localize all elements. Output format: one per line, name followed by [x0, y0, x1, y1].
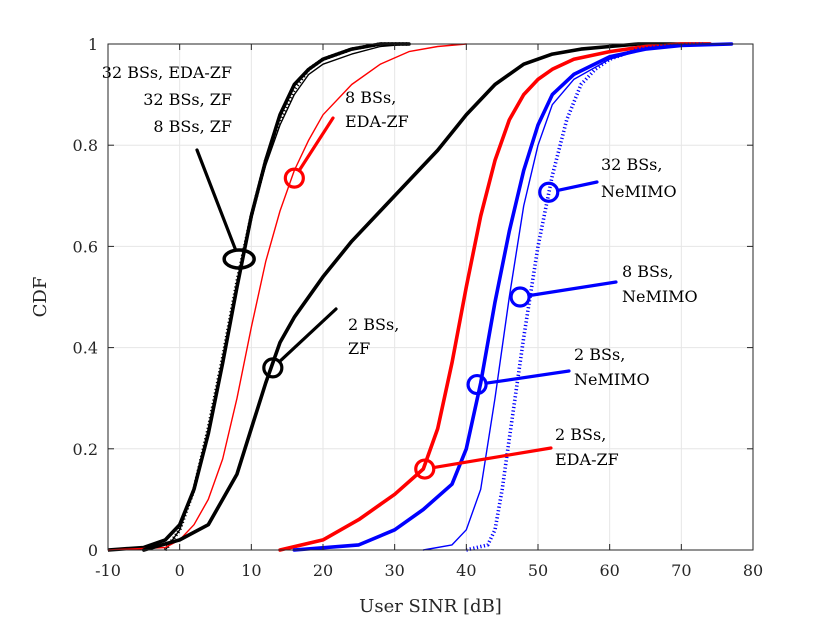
x-axis-title: User SINR [dB] [359, 596, 502, 617]
y-axis-title: CDF [30, 277, 51, 318]
annotation-circle-marker [262, 357, 284, 379]
annotation-leader-line [484, 369, 571, 385]
x-tick-label: 50 [528, 561, 548, 580]
annotations: 32 BSs, EDA-ZF 32 BSs, ZF 8 BSs, ZF 8 BSs, E… [102, 63, 698, 480]
annotation-circle-marker [283, 167, 305, 189]
annotation-leader-line [527, 280, 618, 298]
x-tick-label: 20 [313, 561, 333, 580]
annotation-leader-line [432, 446, 553, 470]
series-lines [108, 42, 734, 552]
annotation-circle-marker [538, 181, 560, 203]
annotation-label: 2 BSs, [348, 315, 399, 334]
annotation-label: EDA-ZF [345, 112, 409, 131]
annotation-3: 32 BSs, NeMIMO [538, 155, 677, 203]
annotation-label: 32 BSs, ZF [143, 90, 232, 109]
x-tick-label: 80 [743, 561, 763, 580]
annotation-label: ZF [348, 339, 370, 358]
series-line-8-bss-nemimo [422, 43, 725, 551]
plot-box [107, 43, 754, 551]
x-tick-label: 10 [241, 561, 261, 580]
annotation-label: 8 BSs, [622, 262, 673, 281]
annotation-5: 2 BSs, NeMIMO [466, 345, 650, 396]
annotation-1: 8 BSs, EDA-ZF [283, 88, 409, 189]
x-tick-label: 40 [456, 561, 476, 580]
x-tick-label: 0 [175, 561, 185, 580]
x-tick-label: 30 [384, 561, 404, 580]
series-line-2-bss-eda-zf [278, 42, 712, 552]
x-tick-label: 60 [599, 561, 619, 580]
annotation-label: NeMIMO [601, 182, 677, 201]
annotation-label: 2 BSs, [555, 425, 606, 444]
annotation-leader-line [555, 180, 599, 192]
annotation-4: 8 BSs, NeMIMO [509, 262, 698, 308]
annotation-label: 2 BSs, [574, 345, 625, 364]
y-tick-label: 0.4 [73, 339, 98, 358]
annotation-leader-line [277, 307, 338, 364]
x-tick-label: -10 [95, 561, 121, 580]
annotation-leader-line [297, 116, 335, 173]
annotation-label: NeMIMO [622, 287, 698, 306]
annotation-label: NeMIMO [574, 370, 650, 389]
annotation-label: 8 BSs, [345, 88, 396, 107]
annotation-leader-line [195, 148, 238, 252]
series-line-2-bss-zf [142, 42, 712, 552]
annotation-label: 32 BSs, [601, 155, 662, 174]
annotation-label: EDA-ZF [555, 450, 619, 469]
y-tick-label: 1 [88, 35, 98, 54]
annotation-label: 32 BSs, EDA-ZF [102, 63, 232, 82]
annotation-ellipse-marker [222, 248, 256, 270]
series-line-8-bss-zf [164, 43, 410, 551]
y-tick-label: 0.2 [73, 440, 98, 459]
x-tick-label: 70 [671, 561, 691, 580]
y-tick-label: 0.8 [73, 136, 98, 155]
annotation-2: 2 BSs, ZF [262, 307, 399, 379]
y-tick-label: 0.6 [73, 237, 98, 256]
annotation-label: 8 BSs, ZF [153, 117, 232, 136]
annotation-6: 2 BSs, EDA-ZF [414, 425, 619, 480]
y-tick-label: 0 [88, 541, 98, 560]
series-line-2-bss-nemimo [292, 42, 734, 552]
annotation-0: 32 BSs, EDA-ZF 32 BSs, ZF 8 BSs, ZF [102, 63, 256, 270]
series-line-8-bss-eda-zf [108, 43, 467, 551]
